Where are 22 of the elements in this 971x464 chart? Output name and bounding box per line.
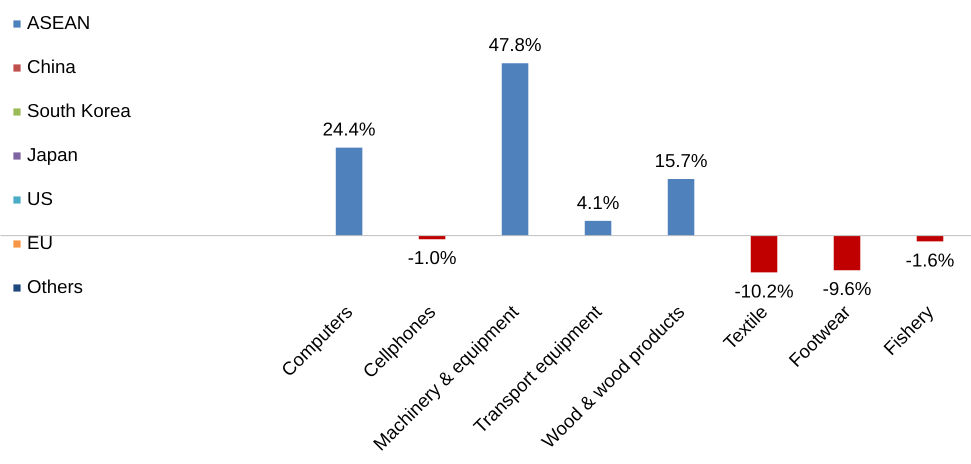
- bar: [668, 179, 694, 236]
- bar: [750, 236, 778, 272]
- data-label: 24.4%: [322, 118, 376, 140]
- data-label: 47.8%: [488, 34, 542, 56]
- data-label: -10.2%: [734, 280, 794, 302]
- legend-label: EU: [27, 232, 53, 254]
- legend-label: South Korea: [27, 100, 131, 122]
- bar: [502, 63, 528, 236]
- legend-label: China: [27, 56, 76, 78]
- legend-label: US: [27, 188, 53, 210]
- bar: [336, 148, 362, 236]
- bar: [916, 236, 944, 242]
- bar: [834, 236, 860, 270]
- bar: [584, 220, 612, 236]
- data-label: -9.6%: [822, 278, 872, 300]
- legend-label: ASEAN: [27, 12, 90, 34]
- data-label: -1.6%: [906, 249, 954, 270]
- data-label: 4.1%: [576, 192, 620, 213]
- data-label: -1.0%: [408, 247, 456, 268]
- legend-label: Others: [27, 276, 83, 298]
- legend-label: Japan: [27, 144, 78, 166]
- data-label: 15.7%: [654, 150, 708, 172]
